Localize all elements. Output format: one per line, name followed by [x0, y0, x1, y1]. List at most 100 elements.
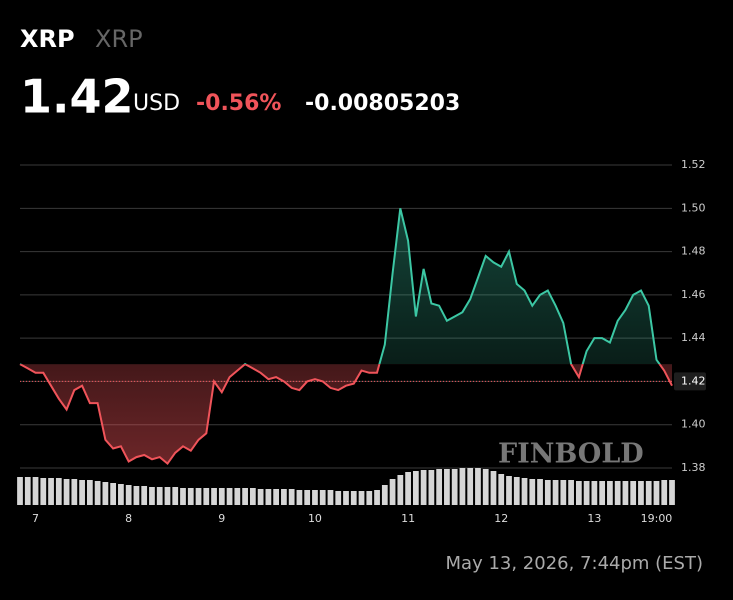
volume-bar: [614, 481, 621, 505]
volume-bar: [296, 490, 303, 505]
volume-bar: [63, 479, 70, 505]
volume-bar: [397, 475, 404, 505]
volume-bar: [436, 469, 443, 505]
volume-bar: [537, 479, 543, 505]
volume-bar: [374, 490, 380, 505]
volume-bar: [350, 491, 357, 505]
volume-bar: [304, 490, 311, 505]
volume-bar: [288, 489, 295, 505]
change-abs: -0.00805203: [305, 91, 460, 116]
volume-bar: [575, 481, 582, 505]
volume-bar: [234, 488, 241, 505]
volume-bar: [630, 481, 637, 505]
volume-bar: [599, 481, 606, 505]
volume-bar: [506, 476, 512, 505]
volume-bar: [242, 488, 248, 505]
volume-bar: [661, 480, 668, 505]
asset-name: XRP: [95, 25, 143, 53]
y-tick-label: 1.40: [681, 418, 706, 431]
x-tick-label: 10: [308, 512, 322, 525]
volume-bar: [521, 478, 528, 505]
volume-bar: [195, 488, 202, 505]
x-tick-label: 7: [32, 512, 39, 525]
volume-bar: [149, 487, 155, 505]
price: 1.42: [20, 70, 134, 124]
volume-bar: [86, 480, 93, 505]
area-up: [20, 208, 660, 365]
volume-bar: [412, 471, 419, 505]
volume-bar: [24, 477, 31, 505]
volume-bar: [498, 474, 505, 505]
volume-bar: [265, 489, 272, 505]
volume-bar: [583, 481, 590, 505]
volume-bar: [513, 477, 520, 505]
volume-bar: [125, 485, 132, 505]
volume-bar: [40, 478, 47, 505]
volume-bar: [172, 487, 179, 505]
x-tick-label: 9: [218, 512, 225, 525]
x-tick-label: 8: [125, 512, 132, 525]
volume-bar: [366, 491, 373, 505]
volume-bar: [444, 469, 450, 505]
current-price-label: 1.42: [681, 374, 706, 387]
y-tick-label: 1.46: [681, 288, 706, 301]
x-tick-label: 13: [587, 512, 601, 525]
volume-bar: [218, 488, 225, 505]
volume-bar: [102, 482, 109, 505]
volume-bar: [475, 468, 481, 505]
volume-bar: [32, 477, 39, 505]
volume-bar: [420, 470, 427, 505]
change-pct: -0.56%: [196, 91, 281, 116]
volume-bar: [638, 481, 644, 505]
volume-bar: [312, 490, 318, 505]
currency: USD: [133, 91, 180, 116]
volume-bar: [55, 478, 62, 505]
volume-bar: [381, 485, 388, 505]
current-price-box: [674, 372, 706, 391]
area-down: [20, 364, 672, 464]
volume-bar: [249, 488, 256, 505]
volume-bar: [467, 468, 474, 505]
price-line-down: [19, 364, 673, 466]
x-tick-label: 19:00: [641, 512, 673, 525]
volume-bar: [110, 483, 117, 505]
volume-bar: [319, 490, 326, 505]
volume-bar: [48, 478, 54, 505]
volume-bar: [490, 471, 497, 505]
x-tick-label: 11: [401, 512, 415, 525]
volume-bar: [389, 479, 396, 505]
volume-bar: [560, 480, 567, 505]
volume-bar: [211, 488, 217, 505]
volume-bar: [544, 480, 551, 505]
volume-bar: [568, 480, 574, 505]
price-line-up: [19, 208, 661, 365]
symbol: XRP: [20, 25, 75, 53]
volume-bar: [118, 484, 124, 505]
volume-bar: [622, 481, 629, 505]
volume-bar: [226, 488, 233, 505]
timestamp: May 13, 2026, 7:44pm (EST): [446, 553, 703, 574]
volume-bar: [459, 468, 466, 505]
volume-bar: [591, 481, 598, 505]
volume-bar: [669, 480, 675, 505]
volume-bar: [71, 479, 78, 505]
volume-bar: [482, 469, 489, 505]
y-tick-label: 1.50: [681, 201, 706, 214]
volume-bar: [257, 489, 264, 505]
volume-bar: [180, 488, 186, 505]
y-tick-label: 1.38: [681, 461, 706, 474]
volume-bar: [94, 481, 101, 505]
volume-bar: [645, 481, 652, 505]
volume-bar: [203, 488, 210, 505]
y-tick-label: 1.52: [681, 158, 706, 171]
volume-bar: [653, 481, 660, 505]
volume-bar: [358, 491, 365, 505]
volume-bar: [327, 490, 334, 505]
volume-bar: [17, 477, 23, 505]
volume-bar: [529, 479, 536, 505]
volume-bar: [343, 491, 349, 505]
y-tick-label: 1.48: [681, 245, 706, 258]
volume-bar: [79, 480, 85, 505]
x-tick-label: 12: [494, 512, 508, 525]
